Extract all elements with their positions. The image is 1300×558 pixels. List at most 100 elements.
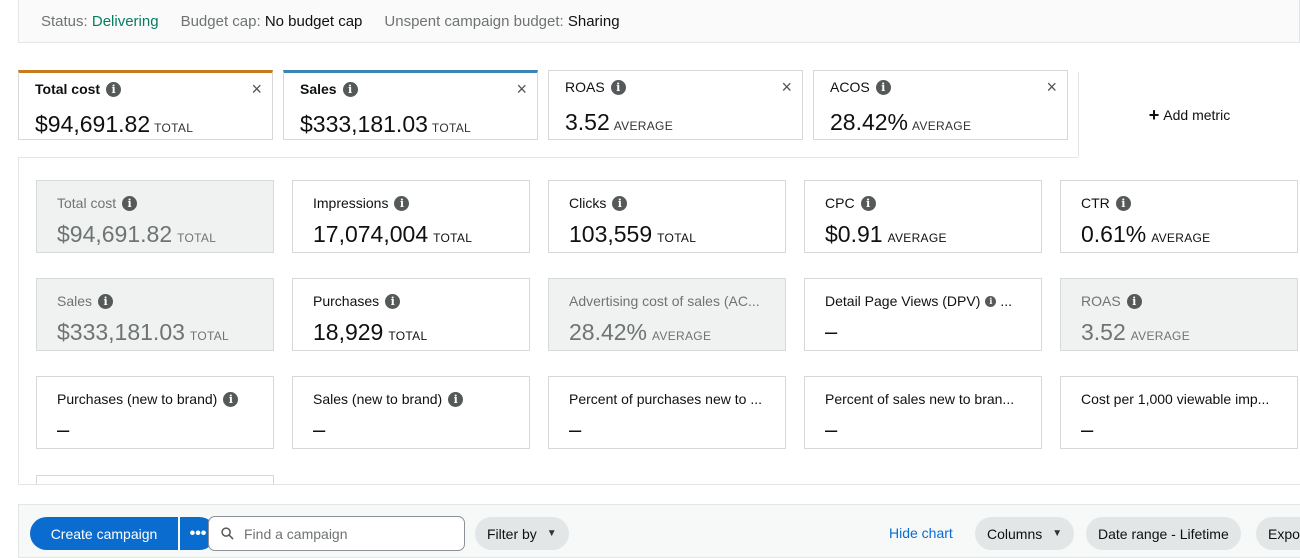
info-icon[interactable]: i bbox=[394, 195, 410, 211]
metric-card-name-row: Impressions i bbox=[313, 195, 410, 211]
metric-card-value: – bbox=[825, 417, 838, 442]
info-icon[interactable]: i bbox=[106, 81, 122, 97]
metric-card-label: Sales (new to brand) bbox=[313, 391, 443, 407]
search-input[interactable]: Find a campaign bbox=[208, 516, 465, 551]
metric-card-label: CTR bbox=[1081, 195, 1110, 211]
metric-card-name-row: Percent of sales new to bran... bbox=[825, 391, 1014, 407]
metric-card-sales[interactable]: Sales i $333,181.03 TOTAL bbox=[36, 278, 274, 351]
filter-by-label: Filter by bbox=[487, 525, 537, 542]
budget-value: No budget cap bbox=[264, 12, 363, 30]
metric-card-label: Total cost bbox=[57, 195, 117, 211]
metric-tab-label: Total cost bbox=[35, 81, 101, 97]
truncation-ellipsis: ... bbox=[1000, 293, 1013, 309]
metric-card-name-row: Total cost i bbox=[57, 195, 138, 211]
campaign-status-bar: Status: Delivering Budget cap: No budget… bbox=[18, 0, 1300, 43]
metric-tab-total-cost[interactable]: Total cost i × $94,691.82 TOTAL bbox=[18, 70, 273, 140]
info-icon[interactable]: i bbox=[1126, 293, 1142, 309]
info-icon[interactable]: i bbox=[875, 79, 891, 95]
filter-by-dropdown[interactable]: Filter by ▼ bbox=[475, 517, 569, 550]
metric-card-value-row: 28.42% AVERAGE bbox=[569, 319, 711, 346]
info-icon[interactable]: i bbox=[1115, 195, 1131, 211]
metric-card-name-row: ROAS i bbox=[1081, 293, 1142, 309]
metric-card-value: $0.91 bbox=[825, 221, 883, 247]
metric-card-label: Impressions bbox=[313, 195, 389, 211]
metric-card-unit: AVERAGE bbox=[652, 329, 712, 343]
metric-card-name-row: Detail Page Views (DPV) i... bbox=[825, 293, 1012, 309]
columns-label: Columns bbox=[987, 525, 1043, 542]
metric-card-roas[interactable]: ROAS i 3.52 AVERAGE bbox=[1060, 278, 1298, 351]
metric-card-value: – bbox=[825, 319, 838, 344]
panel-divider bbox=[1078, 157, 1300, 158]
metric-card-purchases[interactable]: Purchases i 18,929 TOTAL bbox=[292, 278, 530, 351]
info-icon[interactable]: i bbox=[385, 293, 401, 309]
metric-card-vcpm[interactable]: Cost per 1,000 viewable imp... – bbox=[1060, 376, 1298, 449]
metric-card-ctr[interactable]: CTR i 0.61% AVERAGE bbox=[1060, 180, 1298, 253]
metric-card-value: $94,691.82 bbox=[57, 221, 173, 247]
budget-group: Budget cap: No budget cap bbox=[181, 13, 363, 30]
metric-card-impressions[interactable]: Impressions i 17,074,004 TOTAL bbox=[292, 180, 530, 253]
metric-card-clicks[interactable]: Clicks i 103,559 TOTAL bbox=[548, 180, 786, 253]
metric-tab-acos[interactable]: ACOS i × 28.42% AVERAGE bbox=[813, 70, 1068, 140]
metric-card-label: Cost per 1,000 viewable imp... bbox=[1081, 391, 1270, 407]
status-group: Status: Delivering bbox=[41, 13, 159, 30]
metric-card-value: 18,929 bbox=[313, 319, 384, 345]
date-range-button[interactable]: Date range - Lifetime bbox=[1086, 517, 1241, 550]
metric-card-unit: TOTAL bbox=[177, 231, 217, 245]
info-icon[interactable]: i bbox=[223, 391, 239, 407]
metric-card-acos[interactable]: Advertising cost of sales (AC... 28.42% A… bbox=[548, 278, 786, 351]
info-icon[interactable]: i bbox=[342, 81, 358, 97]
metric-card-label: ROAS bbox=[1081, 293, 1121, 309]
search-placeholder: Find a campaign bbox=[244, 525, 348, 542]
info-icon[interactable]: i bbox=[98, 293, 114, 309]
create-campaign-button[interactable]: Create campaign bbox=[30, 517, 178, 550]
unspent-group: Unspent campaign budget: Sharing bbox=[384, 13, 619, 30]
metric-card-label: Percent of sales new to bran... bbox=[825, 391, 1015, 407]
close-icon[interactable]: × bbox=[516, 79, 527, 99]
metric-card-sales-ntb[interactable]: Sales (new to brand) i – bbox=[292, 376, 530, 449]
metric-card-name-row: Percent of purchases new to ... bbox=[569, 391, 762, 407]
metric-card-pct-sales-ntb[interactable]: Percent of sales new to bran... – bbox=[804, 376, 1042, 449]
metric-tab-value-row: 28.42% AVERAGE bbox=[830, 109, 971, 136]
metric-card-total-cost[interactable]: Total cost i $94,691.82 TOTAL bbox=[36, 180, 274, 253]
columns-dropdown[interactable]: Columns ▼ bbox=[975, 517, 1075, 550]
metric-card-value-row: 3.52 AVERAGE bbox=[1081, 319, 1190, 346]
metric-card-purchases-ntb[interactable]: Purchases (new to brand) i – bbox=[36, 376, 274, 449]
metric-tab-value-row: 3.52 AVERAGE bbox=[565, 109, 673, 136]
metric-card-unit: TOTAL bbox=[189, 329, 229, 343]
metric-card-name-row: CPC i bbox=[825, 195, 876, 211]
close-icon[interactable]: × bbox=[1046, 77, 1057, 97]
info-icon[interactable]: i bbox=[610, 79, 626, 95]
metric-tab-sales[interactable]: Sales i × $333,181.03 TOTAL bbox=[283, 70, 538, 140]
metric-card-unit: AVERAGE bbox=[1151, 231, 1211, 245]
campaign-toolbar: Create campaign ••• Find a campaign Filt… bbox=[18, 504, 1300, 558]
close-icon[interactable]: × bbox=[251, 79, 262, 99]
metric-card-cpc[interactable]: CPC i $0.91 AVERAGE bbox=[804, 180, 1042, 253]
info-icon[interactable]: i bbox=[860, 195, 876, 211]
metric-tab-roas[interactable]: ROAS i × 3.52 AVERAGE bbox=[548, 70, 803, 140]
status-value: Delivering bbox=[91, 12, 159, 30]
close-icon[interactable]: × bbox=[781, 77, 792, 97]
metric-card-value-row: 0.61% AVERAGE bbox=[1081, 221, 1210, 248]
metric-card-unit: AVERAGE bbox=[1130, 329, 1190, 343]
metric-tab-value: $94,691.82 bbox=[35, 111, 151, 137]
metric-tab-value-row: $333,181.03 TOTAL bbox=[300, 111, 471, 138]
metric-card-partial bbox=[36, 475, 274, 485]
add-metric-button[interactable]: + Add metric bbox=[1078, 72, 1300, 158]
export-button[interactable]: Expor bbox=[1256, 517, 1300, 550]
metric-card-value: – bbox=[57, 417, 70, 442]
metric-card-label: Sales bbox=[57, 293, 93, 309]
info-icon[interactable]: i bbox=[448, 391, 464, 407]
metric-card-name-row: Advertising cost of sales (AC... bbox=[569, 293, 760, 309]
metric-card-label: Purchases bbox=[313, 293, 380, 309]
info-icon[interactable]: i bbox=[122, 195, 138, 211]
metric-tab-unit: AVERAGE bbox=[912, 119, 972, 133]
metric-card-value: 0.61% bbox=[1081, 221, 1147, 247]
info-icon[interactable]: i bbox=[612, 195, 628, 211]
unspent-label: Unspent campaign budget: bbox=[384, 12, 564, 30]
metric-card-value: 3.52 bbox=[1081, 319, 1126, 345]
metric-card-pct-purchases-ntb[interactable]: Percent of purchases new to ... – bbox=[548, 376, 786, 449]
info-icon[interactable]: i bbox=[985, 295, 997, 307]
metric-card-name-row: Sales (new to brand) i bbox=[313, 391, 464, 407]
hide-chart-link[interactable]: Hide chart bbox=[889, 525, 953, 541]
metric-card-dpv[interactable]: Detail Page Views (DPV) i... – bbox=[804, 278, 1042, 351]
